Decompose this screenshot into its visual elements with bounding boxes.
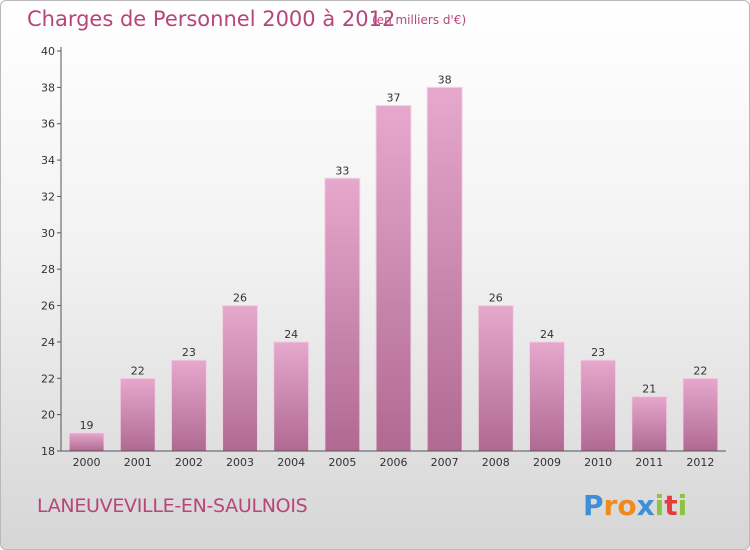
x-tick-label-2008: 2008 xyxy=(482,456,510,469)
logo-letter: i xyxy=(654,489,665,522)
bar-2012 xyxy=(682,377,719,452)
y-tick-label-36: 36 xyxy=(41,118,55,131)
x-tick-label-2000: 2000 xyxy=(73,456,101,469)
logo-letter: i xyxy=(677,489,688,522)
data-label-2001: 22 xyxy=(131,364,145,377)
bar-2003 xyxy=(222,305,259,452)
x-tick-label-2011: 2011 xyxy=(635,456,663,469)
y-tick-label-30: 30 xyxy=(41,227,55,240)
y-tick-label-32: 32 xyxy=(41,190,55,203)
y-tick-label-24: 24 xyxy=(41,336,55,349)
proxiti-logo: Proxiti xyxy=(583,489,687,522)
bar-2011 xyxy=(631,395,668,452)
y-tick-label-26: 26 xyxy=(41,300,55,313)
commune-name: LANEUVEVILLE-EN-SAULNOIS xyxy=(37,495,308,517)
data-label-2004: 24 xyxy=(284,328,298,341)
data-label-2009: 24 xyxy=(540,328,554,341)
logo-letter: P xyxy=(583,489,604,522)
x-tick-label-2002: 2002 xyxy=(175,456,203,469)
x-tick-label-2004: 2004 xyxy=(277,456,305,469)
y-tick-label-22: 22 xyxy=(41,372,55,385)
data-label-2005: 33 xyxy=(335,164,349,177)
bar-2009 xyxy=(528,341,565,452)
x-tick-label-2005: 2005 xyxy=(328,456,356,469)
logo-letter: r xyxy=(603,489,618,522)
logo-letter: t xyxy=(664,489,678,522)
bar-2002 xyxy=(170,359,207,452)
y-tick-label-28: 28 xyxy=(41,263,55,276)
bar-2008 xyxy=(477,305,514,452)
data-label-2002: 23 xyxy=(182,346,196,359)
x-tick-label-2012: 2012 xyxy=(686,456,714,469)
data-label-2008: 26 xyxy=(489,292,503,305)
x-tick-label-2010: 2010 xyxy=(584,456,612,469)
bar-2001 xyxy=(119,377,156,452)
x-tick-label-2001: 2001 xyxy=(124,456,152,469)
data-label-2006: 37 xyxy=(387,92,401,105)
bar-2006 xyxy=(375,105,412,452)
y-tick-label-18: 18 xyxy=(41,445,55,458)
bar-2007 xyxy=(426,86,463,452)
bar-2010 xyxy=(580,359,617,452)
y-tick-label-40: 40 xyxy=(41,45,55,58)
x-tick-label-2006: 2006 xyxy=(380,456,408,469)
x-tick-label-2003: 2003 xyxy=(226,456,254,469)
y-tick-label-20: 20 xyxy=(41,409,55,422)
chart-subtitle: (en milliers d'€) xyxy=(372,13,467,27)
data-label-2010: 23 xyxy=(591,346,605,359)
y-tick-label-34: 34 xyxy=(41,154,55,167)
data-label-2003: 26 xyxy=(233,292,247,305)
logo-letter: o xyxy=(617,489,637,522)
bar-2000 xyxy=(68,432,105,452)
x-tick-label-2009: 2009 xyxy=(533,456,561,469)
x-tick-label-2007: 2007 xyxy=(431,456,459,469)
data-label-2000: 19 xyxy=(80,419,94,432)
bar-2004 xyxy=(273,341,310,452)
y-tick-label-38: 38 xyxy=(41,81,55,94)
bar-2005 xyxy=(324,177,361,452)
data-label-2007: 38 xyxy=(438,73,452,86)
chart-title: Charges de Personnel 2000 à 2012 xyxy=(27,7,396,31)
data-label-2011: 21 xyxy=(642,382,656,395)
data-label-2012: 22 xyxy=(693,364,707,377)
logo-letter: x xyxy=(636,489,655,522)
